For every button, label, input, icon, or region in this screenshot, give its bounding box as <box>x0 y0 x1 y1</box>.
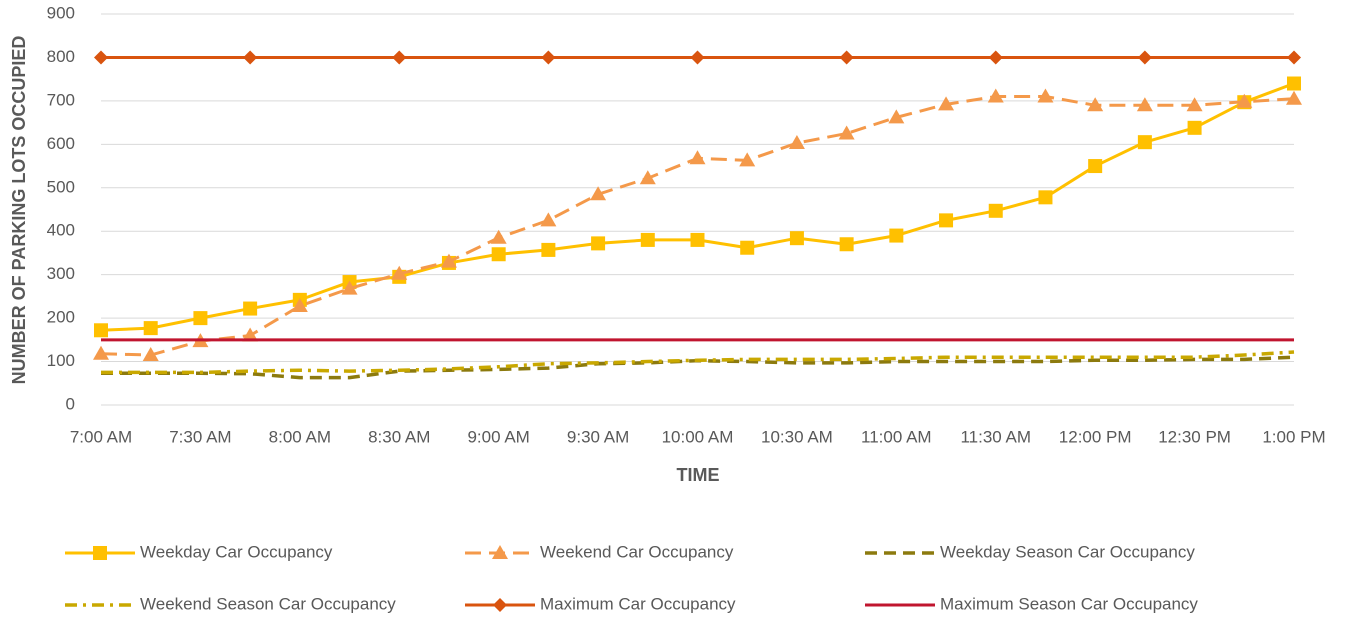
marker <box>392 50 407 65</box>
marker <box>839 237 854 252</box>
marker <box>639 170 656 185</box>
marker <box>740 240 755 255</box>
series-line <box>100 95 1295 357</box>
marker <box>1187 120 1202 135</box>
marker <box>341 280 358 295</box>
series-line <box>100 82 1295 332</box>
y-tick-label: 200 <box>47 308 75 327</box>
marker <box>491 247 506 262</box>
marker <box>94 50 108 65</box>
marker <box>540 212 557 227</box>
series-line <box>101 350 1295 375</box>
marker <box>1286 90 1302 105</box>
marker <box>1287 76 1301 91</box>
marker <box>838 125 855 140</box>
marker <box>789 231 804 246</box>
marker <box>1287 50 1301 65</box>
marker <box>1236 93 1253 108</box>
marker <box>1137 50 1152 65</box>
marker <box>1038 190 1053 205</box>
x-tick-label: 1:00 PM <box>1262 427 1325 446</box>
marker <box>1088 159 1103 174</box>
marker <box>1136 97 1153 112</box>
marker <box>988 203 1003 218</box>
legend-label: Weekday Car Occupancy <box>140 542 333 561</box>
marker <box>591 236 606 251</box>
legend-label: Maximum Season Car Occupancy <box>940 594 1198 613</box>
legend-label: Weekend Season Car Occupancy <box>140 594 396 613</box>
marker <box>988 50 1003 65</box>
legend-label: Weekday Season Car Occupancy <box>940 542 1195 561</box>
legend-label: Maximum Car Occupancy <box>540 594 736 613</box>
marker <box>689 150 706 165</box>
marker <box>1037 88 1054 103</box>
marker <box>93 546 107 560</box>
legend-label: Weekend Car Occupancy <box>540 542 734 561</box>
x-tick-label: 10:00 AM <box>662 427 734 446</box>
marker <box>839 50 854 65</box>
marker <box>788 135 805 150</box>
x-tick-label: 11:00 AM <box>861 427 932 446</box>
marker <box>939 213 954 228</box>
marker <box>142 347 159 362</box>
marker <box>690 232 705 247</box>
x-axis-label: TIME <box>677 465 720 485</box>
y-axis-label: NUMBER OF PARKING LOTS OCCUPIED <box>9 36 29 385</box>
marker <box>888 109 905 124</box>
marker <box>1137 135 1152 150</box>
marker <box>243 50 258 65</box>
marker <box>242 327 259 342</box>
marker <box>490 229 507 244</box>
x-tick-label: 8:00 AM <box>269 427 331 446</box>
marker <box>93 345 109 360</box>
marker <box>739 152 756 167</box>
marker <box>938 96 955 111</box>
marker <box>391 265 408 280</box>
marker <box>94 323 108 338</box>
marker <box>291 297 308 312</box>
marker <box>541 242 556 257</box>
marker <box>1186 97 1203 112</box>
y-tick-label: 0 <box>66 394 75 413</box>
x-tick-label: 9:00 AM <box>467 427 529 446</box>
marker <box>889 228 904 243</box>
marker <box>1087 97 1104 112</box>
marker <box>143 321 158 336</box>
marker <box>492 545 508 559</box>
x-tick-label: 9:30 AM <box>567 427 629 446</box>
y-tick-label: 600 <box>47 134 75 153</box>
x-tick-label: 10:30 AM <box>761 427 833 446</box>
y-tick-label: 300 <box>47 264 75 283</box>
x-tick-label: 12:30 PM <box>1158 427 1231 446</box>
marker <box>493 598 507 612</box>
x-tick-label: 11:30 AM <box>960 427 1031 446</box>
y-tick-label: 400 <box>47 221 75 240</box>
marker <box>440 253 457 268</box>
marker <box>590 186 607 201</box>
x-tick-label: 8:30 AM <box>368 427 430 446</box>
y-tick-label: 900 <box>47 3 75 22</box>
marker <box>243 301 258 316</box>
marker <box>541 50 556 65</box>
x-tick-label: 12:00 PM <box>1059 427 1132 446</box>
y-tick-label: 800 <box>47 47 75 66</box>
marker <box>987 88 1004 103</box>
y-tick-label: 100 <box>47 351 75 370</box>
x-tick-label: 7:30 AM <box>169 427 231 446</box>
marker <box>690 50 705 65</box>
y-tick-label: 500 <box>47 177 75 196</box>
y-tick-label: 700 <box>47 90 75 109</box>
x-tick-label: 7:00 AM <box>70 427 132 446</box>
marker <box>640 232 655 247</box>
marker <box>193 311 208 326</box>
